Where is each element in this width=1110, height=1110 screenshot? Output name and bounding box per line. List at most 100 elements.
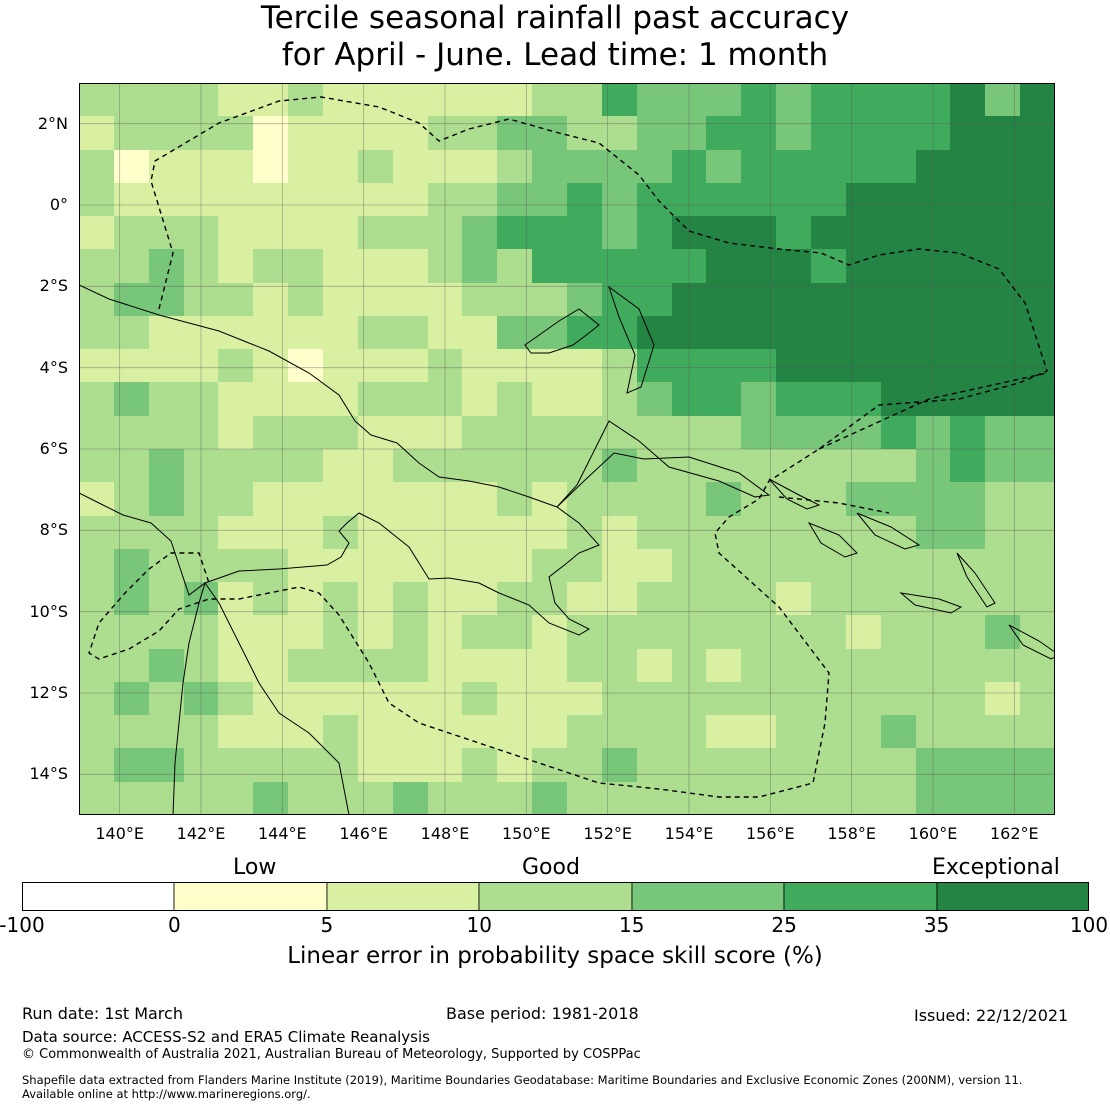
skill-cell <box>672 249 706 283</box>
skill-cell <box>253 715 288 748</box>
skill-cell <box>288 249 323 283</box>
map-gridlines <box>79 83 1055 815</box>
skill-cell <box>323 416 358 449</box>
map-border <box>79 83 1055 815</box>
skill-cell <box>532 316 567 349</box>
skill-cell <box>881 615 916 649</box>
skill-cell <box>428 349 462 382</box>
skill-cell <box>323 482 358 516</box>
skill-cell <box>288 449 323 482</box>
skill-cell <box>706 83 741 116</box>
skill-cell <box>253 649 288 682</box>
skill-cell <box>184 83 218 116</box>
skill-cell <box>532 649 567 682</box>
skill-cell <box>149 782 184 815</box>
skill-cell <box>532 150 567 183</box>
skill-cell <box>846 615 881 649</box>
skill-cell <box>811 782 846 815</box>
longitude-tick-label: 160°E <box>908 824 958 843</box>
skill-cell <box>149 116 184 150</box>
skill-cell <box>672 516 706 549</box>
skill-cell <box>811 416 846 449</box>
skill-cell <box>428 382 462 416</box>
skill-cell <box>567 649 602 682</box>
skill-cell <box>462 715 497 748</box>
skill-cell <box>323 715 358 748</box>
skill-cell <box>950 682 985 715</box>
skill-cell <box>532 416 567 449</box>
skill-cell <box>532 615 567 649</box>
skill-cell <box>497 416 532 449</box>
skill-cell <box>358 249 393 283</box>
skill-cell <box>637 416 672 449</box>
skill-cell <box>985 615 1020 649</box>
skill-cell <box>846 150 881 183</box>
skill-cell <box>1020 83 1055 116</box>
skill-cell <box>428 549 462 582</box>
skill-cell <box>79 482 114 516</box>
skill-cell <box>393 482 428 516</box>
skill-cell <box>811 249 846 283</box>
skill-cell <box>323 216 358 249</box>
skill-cell <box>184 249 218 283</box>
skill-cell <box>602 382 637 416</box>
skill-cell <box>567 249 602 283</box>
run-date: Run date: 1st March <box>22 1004 183 1023</box>
skill-cell <box>218 715 253 748</box>
skill-cell <box>672 150 706 183</box>
skill-cell <box>672 283 706 316</box>
longitude-tick-label: 146°E <box>339 824 388 843</box>
skill-cell <box>706 649 741 682</box>
skill-cell <box>846 349 881 382</box>
skill-cell <box>497 582 532 615</box>
skill-cell <box>288 582 323 615</box>
skill-cell <box>253 449 288 482</box>
skill-cell <box>846 283 881 316</box>
skill-cell <box>567 748 602 782</box>
skill-cell <box>811 150 846 183</box>
skill-cell <box>846 748 881 782</box>
skill-cell <box>218 482 253 516</box>
longitude-tick-label: 158°E <box>827 824 876 843</box>
skill-cell <box>602 715 637 748</box>
skill-cell <box>1020 482 1055 516</box>
skill-cell <box>741 582 776 615</box>
skill-cell <box>149 715 184 748</box>
skill-cell <box>323 449 358 482</box>
skill-cell <box>985 283 1020 316</box>
skill-cell <box>532 748 567 782</box>
skill-cell <box>218 748 253 782</box>
skill-cell <box>567 316 602 349</box>
skill-cell <box>393 516 428 549</box>
skill-cell <box>916 649 950 682</box>
skill-cell <box>358 349 393 382</box>
skill-cell <box>776 249 811 283</box>
colorbar-tick-label: 0 <box>168 913 181 937</box>
skill-cell <box>846 116 881 150</box>
skill-cell <box>881 582 916 615</box>
colorbar-segment <box>173 882 328 911</box>
skill-cell <box>985 116 1020 150</box>
colorbar-tick-label: -100 <box>0 913 45 937</box>
skill-cell <box>706 782 741 815</box>
skill-cell <box>1020 349 1055 382</box>
colorbar-segment <box>326 882 480 911</box>
latitude-tick-label: 4°S <box>39 357 68 377</box>
longitude-tick-label: 142°E <box>176 824 226 843</box>
skill-cell <box>1020 249 1055 283</box>
skill-cell <box>462 382 497 416</box>
skill-cell <box>602 416 637 449</box>
skill-cell <box>79 615 114 649</box>
skill-cell <box>114 83 149 116</box>
skill-cell <box>114 283 149 316</box>
skill-cell <box>218 283 253 316</box>
skill-cell <box>846 649 881 682</box>
skill-cell <box>1020 116 1055 150</box>
skill-cell <box>462 416 497 449</box>
skill-cell <box>79 649 114 682</box>
skill-cell <box>950 249 985 283</box>
latitude-tick-label: 10°S <box>29 601 68 621</box>
skill-cell <box>497 615 532 649</box>
skill-cell <box>79 382 114 416</box>
skill-cell <box>114 349 149 382</box>
